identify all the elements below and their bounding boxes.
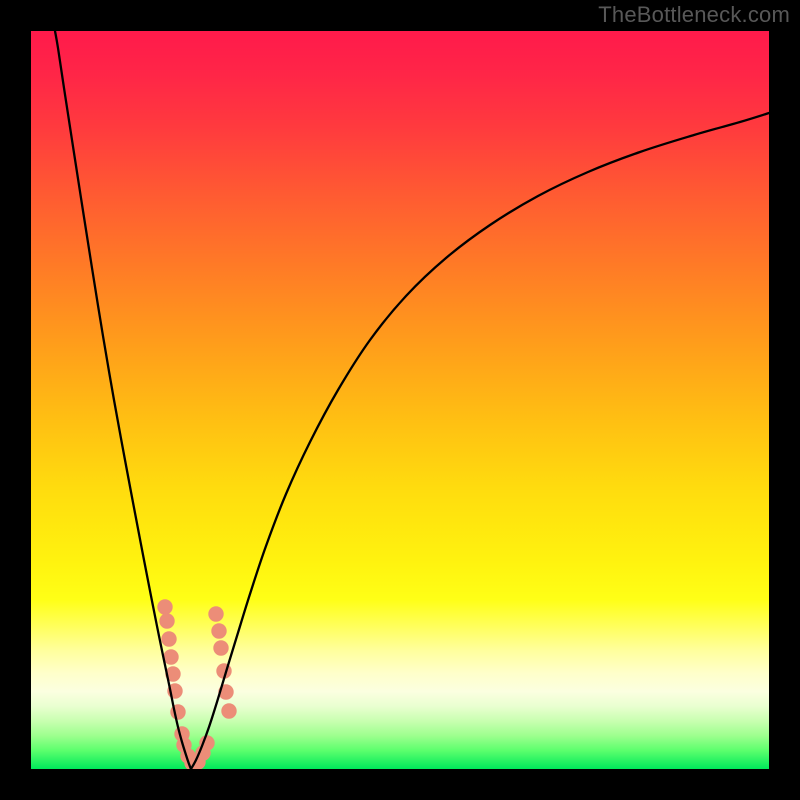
data-marker (164, 650, 178, 664)
data-marker (160, 614, 174, 628)
gradient-background (31, 31, 769, 769)
data-marker (209, 607, 223, 621)
chart-container: TheBottleneck.com (0, 0, 800, 800)
data-marker (158, 600, 172, 614)
data-marker (222, 704, 236, 718)
data-marker (212, 624, 226, 638)
watermark-text: TheBottleneck.com (598, 2, 790, 28)
bottleneck-chart-svg (0, 0, 800, 800)
data-marker (162, 632, 176, 646)
data-marker (214, 641, 228, 655)
